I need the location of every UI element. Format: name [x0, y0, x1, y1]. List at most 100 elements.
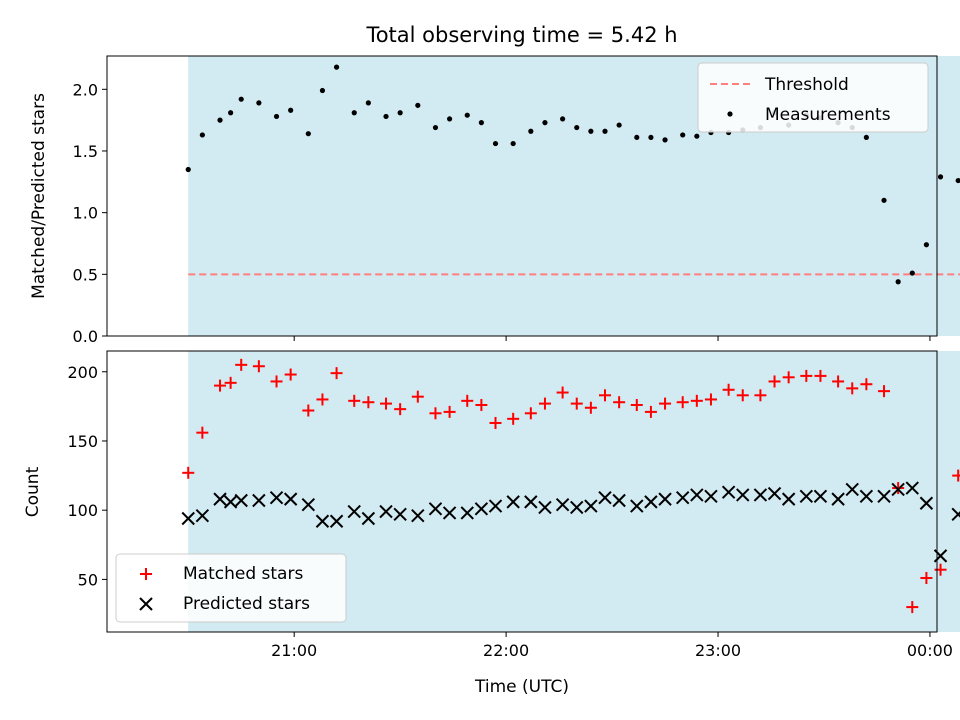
matched-star-point	[736, 389, 749, 402]
predicted-star-point	[347, 504, 361, 519]
predicted-star-point	[644, 495, 658, 509]
threshold-legend-label: Threshold	[764, 75, 849, 95]
predicted-star-point	[570, 500, 584, 515]
y-tick-label: 150	[67, 432, 98, 451]
measurement-point	[588, 128, 594, 134]
predicted-star-point	[919, 496, 934, 510]
predicted-star-point	[598, 491, 612, 505]
matched-star-point	[443, 405, 456, 418]
matched-star-point	[475, 398, 488, 411]
measurement-point	[574, 124, 580, 131]
measurement-point	[634, 134, 640, 141]
matched-star-point	[952, 469, 960, 482]
matched-star-point	[690, 394, 703, 407]
y-tick-label: 100	[67, 501, 98, 520]
matched-star-point	[800, 369, 813, 382]
ratio-panel: 0.00.51.01.52.0 Matched/Predicted stars …	[29, 55, 960, 346]
predicted-star-point	[442, 506, 457, 520]
ratio-axes-frame	[106, 55, 938, 337]
predicted-star-point	[269, 491, 284, 505]
predicted-star-point	[658, 492, 672, 506]
matched-legend-swatch	[140, 568, 152, 580]
matched-star-point	[235, 358, 248, 371]
predicted-star-point	[675, 491, 690, 505]
measurement-point	[333, 64, 340, 70]
matched-star-point	[362, 396, 375, 409]
predicted-star-point	[736, 488, 750, 502]
ratio-x-ticks	[293, 336, 931, 341]
y-tick-label: 50	[78, 570, 98, 589]
matched-legend-label: Matched stars	[183, 564, 303, 584]
matched-star-point	[570, 397, 583, 410]
matched-star-point	[584, 401, 597, 414]
predicted-star-point	[213, 492, 227, 506]
measurement-point	[217, 117, 223, 123]
x-tick-label: 00:00	[907, 641, 953, 660]
predicted-star-point	[379, 504, 393, 519]
measurement-point	[895, 279, 901, 285]
measurement-point	[937, 174, 944, 180]
matched-star-point	[461, 394, 474, 407]
predicted-star-point	[799, 489, 814, 504]
measurement-point	[542, 120, 548, 126]
predicted-star-point	[181, 511, 195, 526]
predicted-star-point	[781, 492, 796, 506]
matched-star-point	[380, 397, 393, 410]
matched-star-point	[284, 368, 297, 381]
measurement-point	[288, 107, 294, 113]
ratio-legend-box	[697, 62, 929, 133]
y-tick-label: 2.0	[73, 80, 98, 99]
measurement-point	[528, 128, 534, 134]
predicted-star-point	[877, 489, 891, 504]
measurement-point	[881, 197, 887, 203]
measurements-legend-swatch	[727, 111, 733, 117]
x-tick-label: 21:00	[271, 641, 317, 660]
matched-star-point	[330, 367, 343, 380]
predicted-legend-swatch	[139, 597, 153, 611]
measurement-point	[955, 177, 960, 184]
measurement-point	[199, 132, 205, 138]
count-points	[181, 358, 960, 614]
y-tick-label: 0.5	[73, 265, 98, 284]
predicted-star-point	[234, 493, 248, 508]
measurement-point	[351, 110, 357, 116]
predicted-legend-label: Predicted stars	[183, 594, 310, 614]
x-tick-label: 22:00	[483, 641, 529, 660]
predicted-star-point	[721, 485, 736, 499]
predicted-star-point	[315, 514, 330, 528]
matched-star-point	[832, 375, 845, 388]
measurement-point	[648, 134, 654, 141]
matched-star-point	[524, 407, 537, 420]
measurement-point	[185, 166, 191, 173]
measurement-point	[446, 116, 453, 122]
matched-star-point	[906, 601, 919, 614]
predicted-star-point	[813, 489, 828, 504]
y-tick-label: 0.0	[73, 327, 98, 346]
predicted-star-point	[555, 497, 570, 512]
matched-star-point	[613, 396, 626, 409]
matched-star-point	[182, 466, 195, 479]
matched-star-point	[411, 390, 424, 403]
matched-star-point	[860, 378, 873, 391]
predicted-star-point	[506, 495, 520, 509]
predicted-star-point	[393, 507, 407, 522]
measurement-point	[256, 100, 262, 106]
matched-star-point	[394, 403, 407, 416]
measurements-legend-label: Measurements	[765, 105, 891, 125]
predicted-star-point	[704, 489, 718, 504]
matched-star-point	[538, 397, 551, 410]
matched-star-point	[214, 379, 227, 392]
measurement-point	[464, 112, 470, 118]
measurement-point	[273, 113, 280, 120]
predicted-star-point	[859, 489, 874, 504]
predicted-star-point	[845, 482, 859, 497]
matched-star-point	[348, 394, 361, 407]
measurement-point	[319, 87, 326, 94]
ratio-y-ticks: 0.0 0.5 1.0 1.5 2.0	[73, 80, 107, 346]
matched-star-point	[920, 572, 933, 585]
measurement-point	[228, 110, 234, 116]
predicted-star-point	[301, 497, 316, 512]
predicted-star-point	[690, 488, 704, 502]
matched-star-point	[846, 382, 859, 395]
